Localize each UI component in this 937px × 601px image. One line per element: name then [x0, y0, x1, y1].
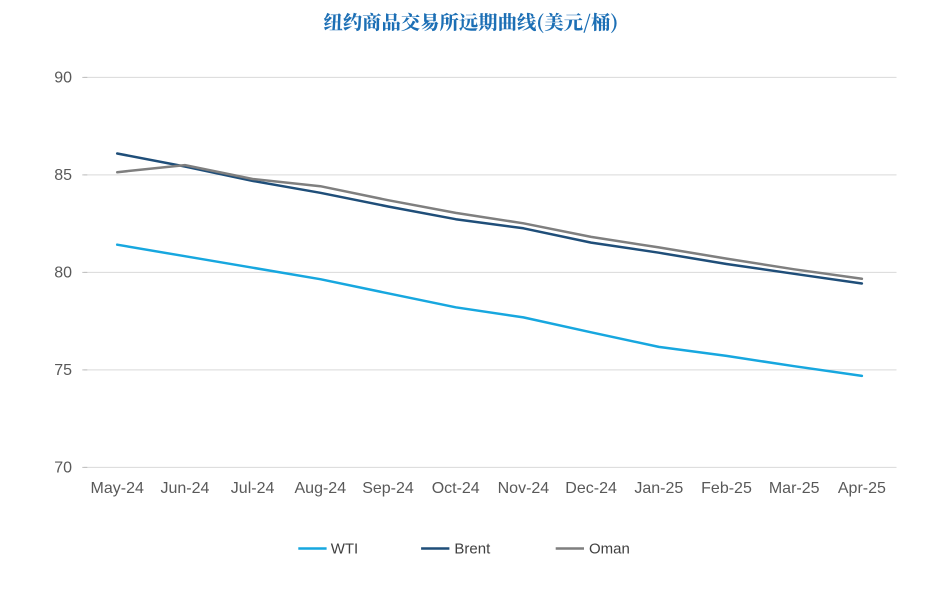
svg-text:70: 70	[54, 460, 72, 477]
svg-text:Apr-25: Apr-25	[838, 480, 886, 497]
svg-text:85: 85	[54, 167, 72, 184]
svg-text:Jul-24: Jul-24	[231, 480, 275, 497]
svg-text:Oman: Oman	[589, 541, 630, 558]
svg-text:Jun-24: Jun-24	[160, 480, 209, 497]
svg-text:WTI: WTI	[331, 541, 359, 558]
svg-text:Nov-24: Nov-24	[498, 480, 550, 497]
svg-text:May-24: May-24	[91, 480, 144, 497]
svg-text:Jan-25: Jan-25	[634, 480, 683, 497]
svg-text:90: 90	[54, 70, 72, 87]
svg-text:80: 80	[54, 265, 72, 282]
svg-text:Oct-24: Oct-24	[432, 480, 480, 497]
svg-text:Feb-25: Feb-25	[701, 480, 752, 497]
svg-text:Aug-24: Aug-24	[295, 480, 347, 497]
svg-text:Mar-25: Mar-25	[769, 480, 820, 497]
svg-text:75: 75	[54, 362, 72, 379]
svg-text:Brent: Brent	[454, 541, 491, 558]
svg-text:Dec-24: Dec-24	[565, 480, 617, 497]
svg-text:Sep-24: Sep-24	[362, 480, 414, 497]
